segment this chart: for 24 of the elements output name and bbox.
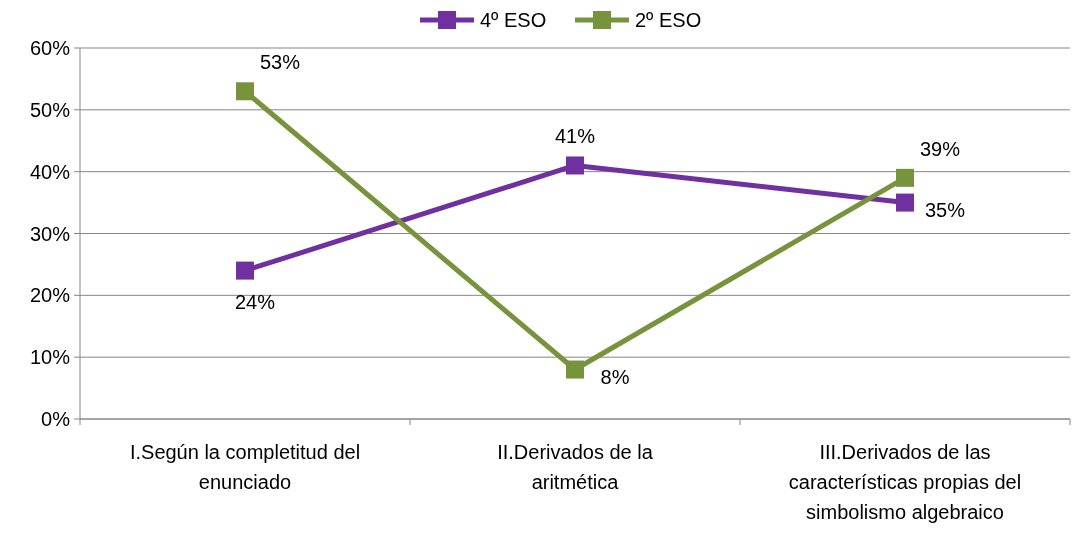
point [566,360,584,379]
x-tick-label: I.Según la completitud del enunciado [129,441,361,493]
point [896,168,914,187]
y-tick-label: 50% [29,98,71,121]
legend-label: 4º ESO [480,9,547,31]
legend-label: 2º ESO [635,9,702,31]
data-label: 41% [554,125,596,148]
data-label: 39% [919,137,961,160]
y-tick-label: 10% [29,346,71,369]
x-tick-label: II.Derivados de la aritmética [497,441,654,493]
data-label: 35% [924,198,966,221]
y-tick-label: 0% [41,408,71,430]
x-tick-label: III.Derivados de las características propias del simbolismo algebraico [788,441,1022,523]
point [566,156,584,175]
y-tick-label: 40% [29,160,71,183]
point [896,193,914,212]
point [236,82,254,101]
point [236,261,254,280]
data-label: 8% [600,365,630,388]
data-label: 53% [259,51,301,74]
y-tick-label: 20% [29,284,71,307]
y-tick-label: 30% [29,222,71,245]
data-label: 24% [234,290,276,313]
y-tick-label: 60% [29,37,71,59]
